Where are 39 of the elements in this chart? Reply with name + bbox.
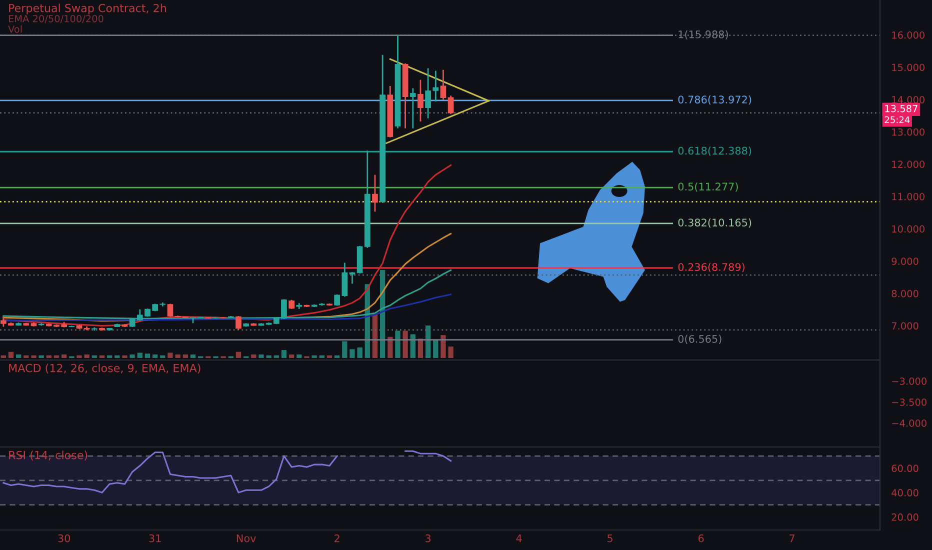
chart-title: Vol — [8, 25, 22, 33]
ref-line-label: 13.587 — [885, 104, 918, 112]
y-tick-label: 12.000 — [892, 160, 924, 168]
y-tick-label: −4.000 — [892, 420, 926, 427]
ref-line-label: 0.382(10.165) — [678, 218, 752, 228]
y-tick-label: −3.000 — [892, 377, 926, 385]
ref-line-label: 0(6.565) — [678, 334, 722, 344]
x-tick-label: 6 — [698, 534, 704, 542]
chart-title: MACD (12, 26, close, 9, EMA, EMA) — [9, 364, 200, 374]
y-tick-label: 11.000 — [892, 192, 924, 200]
y-tick-label: 16.000 — [892, 31, 924, 39]
chart-title: Perpetual Swap Contract, 2h — [9, 4, 166, 14]
ref-line-label: 1(15.988) — [678, 30, 728, 40]
x-tick-label: 2 — [334, 534, 340, 542]
x-tick-label: Nov — [236, 534, 256, 542]
y-tick-label: −3.500 — [892, 398, 926, 406]
y-tick-label: 20.00 — [892, 513, 918, 521]
y-tick-label: 7.000 — [892, 322, 918, 330]
x-tick-label: 4 — [516, 534, 522, 542]
x-tick-label: 31 — [149, 534, 161, 542]
x-tick-label: 3 — [426, 534, 431, 542]
ref-line-label: 0.5(11.277) — [678, 182, 738, 192]
ref-line-label: 0.786(13.972) — [678, 95, 752, 105]
x-tick-label: 30 — [58, 534, 70, 542]
text: 25:24 — [884, 116, 910, 124]
x-tick-label: 5 — [608, 534, 612, 542]
x-tick-label: 7 — [790, 534, 794, 542]
ref-line-label: 0.618(12.388) — [678, 146, 752, 156]
y-tick-label: 8.000 — [892, 290, 918, 298]
y-tick-label: 9.000 — [892, 258, 918, 265]
y-tick-label: 14.000 — [892, 96, 924, 104]
y-tick-label: 10.000 — [892, 225, 924, 233]
chart-title: RSI (14, close) — [9, 450, 88, 461]
y-tick-label: 40.00 — [892, 489, 918, 496]
ref-line-label: 0.236(8.789) — [678, 262, 744, 272]
annotation: EMA 20/50/100/200 — [8, 14, 104, 24]
y-tick-label: 15.000 — [892, 64, 924, 72]
y-tick-label: 60.00 — [892, 464, 918, 472]
y-tick-label: 13.000 — [892, 128, 924, 136]
